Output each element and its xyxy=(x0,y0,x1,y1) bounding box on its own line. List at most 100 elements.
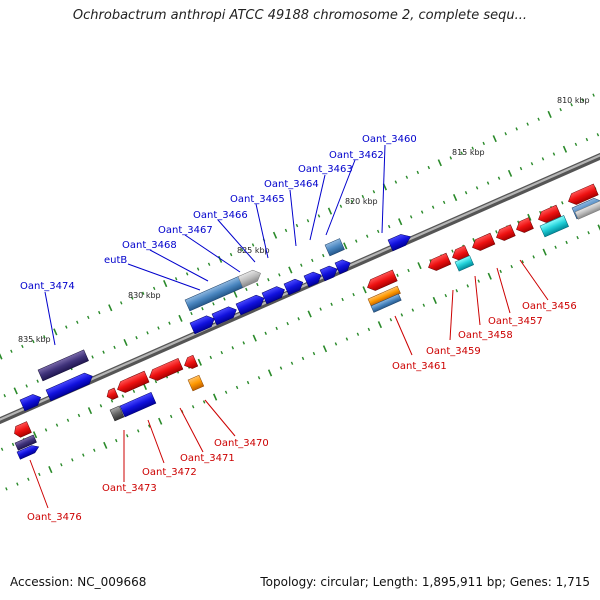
gene-label-oant-3456: Oant_3456 xyxy=(522,301,577,312)
scale-tick xyxy=(319,307,322,311)
scale-tick xyxy=(552,152,556,156)
gene-label-oant-3476: Oant_3476 xyxy=(27,512,82,523)
scale-tick xyxy=(587,231,590,235)
scale-tick xyxy=(123,338,128,347)
scale-tick xyxy=(361,194,365,199)
scale-tick xyxy=(362,286,367,294)
scale-tick xyxy=(542,248,547,256)
scale-tick xyxy=(510,264,513,269)
scale-tick xyxy=(297,317,300,321)
scale-tick xyxy=(224,390,228,394)
scale-tick xyxy=(245,287,248,292)
scale-tick xyxy=(185,272,189,276)
scale-tick xyxy=(44,428,48,432)
scale-tick xyxy=(499,269,502,274)
gene-label-oant-3472: Oant_3472 xyxy=(142,467,197,478)
reverse-strand-genes xyxy=(14,183,600,460)
scale-tick xyxy=(527,213,532,221)
gene-label-oant-3463: Oant_3463 xyxy=(298,164,353,175)
scale-tick xyxy=(322,253,325,258)
scale-tick xyxy=(570,103,573,107)
scale-tick xyxy=(135,336,138,340)
scale-tick xyxy=(356,332,360,336)
scale-tick xyxy=(141,291,145,295)
scale-tick xyxy=(452,194,458,202)
scale-tick xyxy=(152,286,156,291)
forward-strand-genes xyxy=(19,198,600,412)
leader-lines xyxy=(29,144,549,509)
gene-label-oant-3474: Oant_3474 xyxy=(20,281,75,292)
scale-tick xyxy=(504,132,507,136)
gene-oant-3463-feature xyxy=(324,238,345,257)
gene-label-oant-3468: Oant_3468 xyxy=(122,240,177,251)
scale-tick xyxy=(376,229,380,234)
scale-tick xyxy=(240,248,244,252)
scale-tick xyxy=(592,93,595,97)
scale-tick xyxy=(409,215,413,219)
scale-tick xyxy=(5,487,8,491)
scale-tick xyxy=(91,355,94,359)
kbp-label-835: 835 kbp xyxy=(18,335,51,344)
scale-tick xyxy=(196,267,200,271)
scale-tick xyxy=(486,181,490,185)
kbp-labels: 810 kbp 815 kbp 820 kbp 825 kbp 830 kbp … xyxy=(18,96,590,344)
scale-tick xyxy=(154,379,158,384)
scale-tick xyxy=(174,277,178,281)
scale-tick xyxy=(242,341,246,345)
scale-tick xyxy=(207,262,211,266)
scale-tick xyxy=(559,107,562,112)
scale-tick xyxy=(322,345,328,353)
scale-tick xyxy=(0,353,3,360)
scale-tick xyxy=(422,303,426,307)
scale-tick xyxy=(169,414,173,419)
scale-tick xyxy=(286,321,289,326)
scale-tick xyxy=(576,235,579,240)
scale-tick xyxy=(521,260,524,264)
scale-tick xyxy=(464,191,468,195)
scale-tick xyxy=(235,385,239,390)
scale-tick xyxy=(99,404,103,408)
scale-tick xyxy=(460,151,464,155)
scale-tick xyxy=(38,472,41,477)
scale-tick xyxy=(98,310,101,315)
kbp-label-815: 815 kbp xyxy=(452,148,485,157)
scale-tick xyxy=(76,320,79,324)
scale-tick xyxy=(300,263,303,267)
scale-tick xyxy=(121,394,125,398)
gene-label-oant-3467: Oant_3467 xyxy=(158,225,213,236)
scale-tick xyxy=(0,447,4,451)
gene-label-oant-3457: Oant_3457 xyxy=(488,316,543,327)
scale-tick xyxy=(158,417,163,425)
scale-tick xyxy=(407,268,410,273)
scale-tick xyxy=(492,135,497,143)
forward-gene-labels: Oant_3460 Oant_3462 Oant_3463 Oant_3464 … xyxy=(20,134,417,292)
scale-tick xyxy=(212,302,215,306)
kbp-label-830: 830 kbp xyxy=(128,291,161,300)
scale-tick xyxy=(71,458,74,462)
scale-tick xyxy=(103,441,108,449)
scale-tick xyxy=(519,166,523,171)
scale-tick xyxy=(115,438,118,443)
scale-tick xyxy=(420,210,424,214)
scale-tick xyxy=(191,405,195,409)
scale-tick xyxy=(284,228,288,233)
scale-tick xyxy=(212,393,218,401)
kbp-label-810: 810 kbp xyxy=(557,96,590,105)
scale-tick xyxy=(256,282,259,287)
scale-tick xyxy=(16,482,19,486)
scale-tick xyxy=(125,434,129,438)
gene-label-oant-3459: Oant_3459 xyxy=(426,346,481,357)
scale-tick xyxy=(387,224,391,229)
scale-tick xyxy=(526,122,529,126)
scale-tick xyxy=(278,273,281,277)
scale-tick xyxy=(288,266,293,274)
scale-tick xyxy=(220,350,224,355)
scale-tick xyxy=(295,223,299,228)
scale-tick xyxy=(229,252,233,257)
scale-ticks xyxy=(0,93,600,491)
scale-tick xyxy=(317,214,321,218)
scale-tick xyxy=(252,334,257,342)
scale-tick xyxy=(554,245,557,249)
scale-tick xyxy=(178,314,183,322)
scale-tick xyxy=(350,199,354,204)
